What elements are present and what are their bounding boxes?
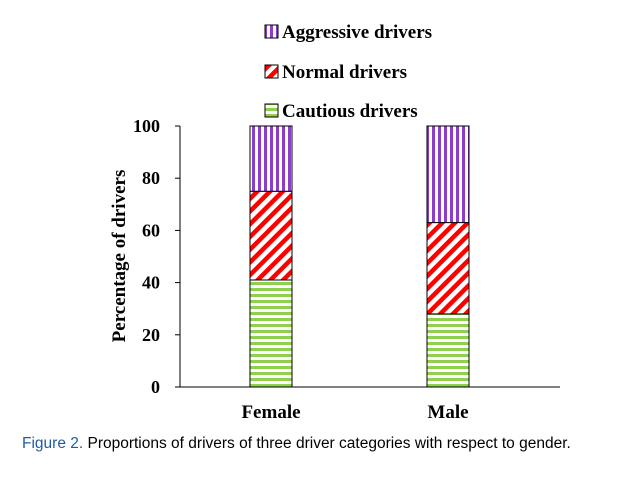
y-tick-label-100: 100: [133, 116, 160, 136]
bars: [249, 125, 470, 388]
figure-caption: Figure 2. Proportions of drivers of thre…: [22, 434, 616, 453]
bar-male-normal-drivers: [426, 222, 470, 315]
caption-label: Figure 2.: [22, 435, 84, 452]
legend-label-normal-drivers: Normal drivers: [282, 62, 407, 83]
legend-swatch-cautious-drivers: [264, 103, 279, 118]
legend-swatch-aggressive-drivers: [264, 24, 279, 39]
bar-male-cautious-drivers: [426, 313, 470, 388]
caption-text: Proportions of drivers of three driver c…: [83, 435, 571, 452]
legend: Aggressive drivers Normal drivers Cautious…: [264, 22, 432, 122]
y-axis-label: Percentage of drivers: [109, 170, 130, 343]
bar-male-aggressive-drivers: [426, 125, 470, 224]
y-tick-label-20: 20: [142, 325, 160, 345]
bar-female-normal-drivers: [249, 190, 293, 281]
axes: [179, 126, 560, 388]
y-tick-label-60: 60: [142, 220, 160, 240]
y-tick-label-80: 80: [142, 168, 160, 188]
bar-female-aggressive-drivers: [249, 125, 293, 192]
stacked-bar-chart: Aggressive drivers Normal drivers Cautious…: [109, 22, 560, 423]
y-tick-label-40: 40: [142, 273, 160, 293]
x-tick-label-male: Male: [427, 402, 468, 423]
y-tick-label-0: 0: [151, 377, 160, 397]
legend-label-cautious-drivers: Cautious drivers: [282, 101, 418, 122]
bar-female-cautious-drivers: [249, 279, 293, 388]
legend-swatch-normal-drivers: [264, 64, 279, 79]
legend-label-aggressive-drivers: Aggressive drivers: [282, 22, 432, 43]
y-ticks: 0 20 40 60 80 100: [133, 116, 180, 397]
x-tick-label-female: Female: [241, 402, 300, 423]
x-tick-labels: Female Male: [241, 402, 468, 423]
